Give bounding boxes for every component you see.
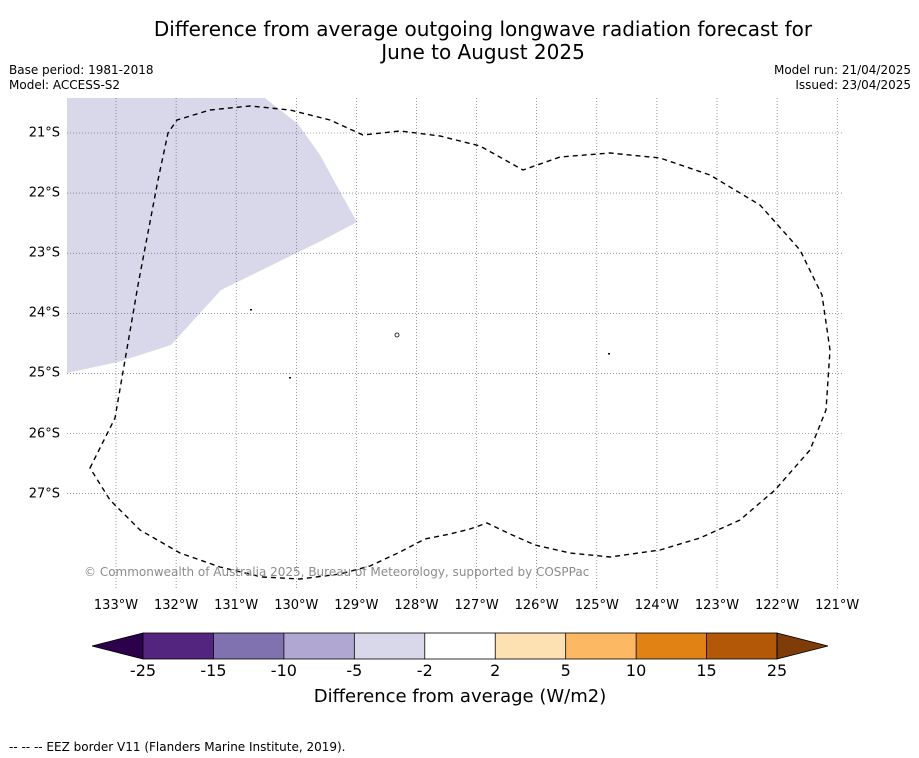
colorbar-segment	[283, 633, 355, 659]
colorbar-tick-label: 5	[560, 661, 571, 680]
colorbar-tick-label: -2	[416, 661, 433, 680]
anomaly-region	[67, 98, 357, 373]
model-name: Model: ACCESS-S2	[9, 78, 121, 92]
latitude-label: 21°S	[28, 125, 60, 141]
longitude-label: 130°W	[274, 598, 319, 613]
issued-date: Issued: 23/04/2025	[795, 78, 911, 92]
colorbar-tick-label: 10	[625, 661, 647, 680]
longitude-label: 124°W	[634, 598, 679, 613]
colorbar-tick-label: 25	[766, 661, 788, 680]
map-gridlines	[67, 98, 843, 590]
colorbar-segment	[565, 633, 637, 659]
colorbar-segment	[636, 633, 707, 659]
colorbar-under-arrow	[91, 632, 144, 660]
title-line-2: June to August 2025	[381, 40, 585, 64]
colorbar-tick-label: -25	[129, 661, 157, 680]
colorbar-tick-label: -5	[346, 661, 363, 680]
colorbar-over-arrow	[776, 632, 829, 660]
longitude-label: 131°W	[214, 598, 259, 613]
island	[608, 353, 610, 355]
longitude-label: 123°W	[694, 598, 740, 613]
colorbar-tick-label: -10	[270, 661, 297, 680]
island	[394, 332, 400, 338]
copyright-notice: © Commonwealth of Australia 2025, Bureau…	[84, 565, 590, 579]
latitude-label: 25°S	[28, 365, 60, 381]
island	[250, 309, 252, 311]
latitude-label: 23°S	[28, 245, 60, 261]
longitude-label: 132°W	[154, 598, 199, 613]
longitude-label: 128°W	[394, 598, 439, 613]
colorbar-tick-label: 2	[490, 661, 501, 680]
colorbar	[91, 632, 829, 660]
latitude-label: 27°S	[28, 486, 60, 502]
colorbar-label: Difference from average (W/m2)	[313, 686, 607, 707]
island	[289, 377, 291, 379]
colorbar-segment	[213, 633, 284, 659]
latitude-label: 26°S	[28, 426, 60, 441]
colorbar-segment	[354, 633, 425, 659]
chart-title: Difference from average outgoing longwav…	[83, 18, 883, 64]
longitude-label: 126°W	[514, 598, 559, 613]
meta-left: Base period: 1981-2018 Model: ACCESS-S2	[9, 63, 154, 93]
colorbar-segment	[495, 633, 566, 659]
eez-legend: -- -- -- EEZ border V11 (Flanders Marine…	[9, 740, 346, 754]
meta-right: Model run: 21/04/2025 Issued: 23/04/2025	[774, 63, 911, 93]
latitude-label: 22°S	[28, 185, 60, 201]
eez-border	[89, 105, 831, 580]
colorbar-segment	[143, 633, 214, 659]
base-period: Base period: 1981-2018	[9, 63, 154, 77]
latitude-label: 24°S	[28, 305, 60, 321]
longitude-label: 127°W	[454, 598, 499, 613]
colorbar-segment	[706, 633, 777, 659]
longitude-label: 122°W	[755, 598, 800, 613]
longitude-label: 129°W	[334, 598, 379, 613]
longitude-label: 125°W	[574, 598, 619, 613]
colorbar-tick-label: 15	[696, 661, 717, 680]
longitude-label: 121°W	[815, 598, 860, 613]
longitude-label: 133°W	[93, 598, 139, 613]
colorbar-segment	[424, 633, 496, 659]
title-line-1: Difference from average outgoing longwav…	[153, 17, 813, 41]
colorbar-tick-label: -15	[200, 661, 227, 680]
model-run: Model run: 21/04/2025	[773, 63, 911, 77]
